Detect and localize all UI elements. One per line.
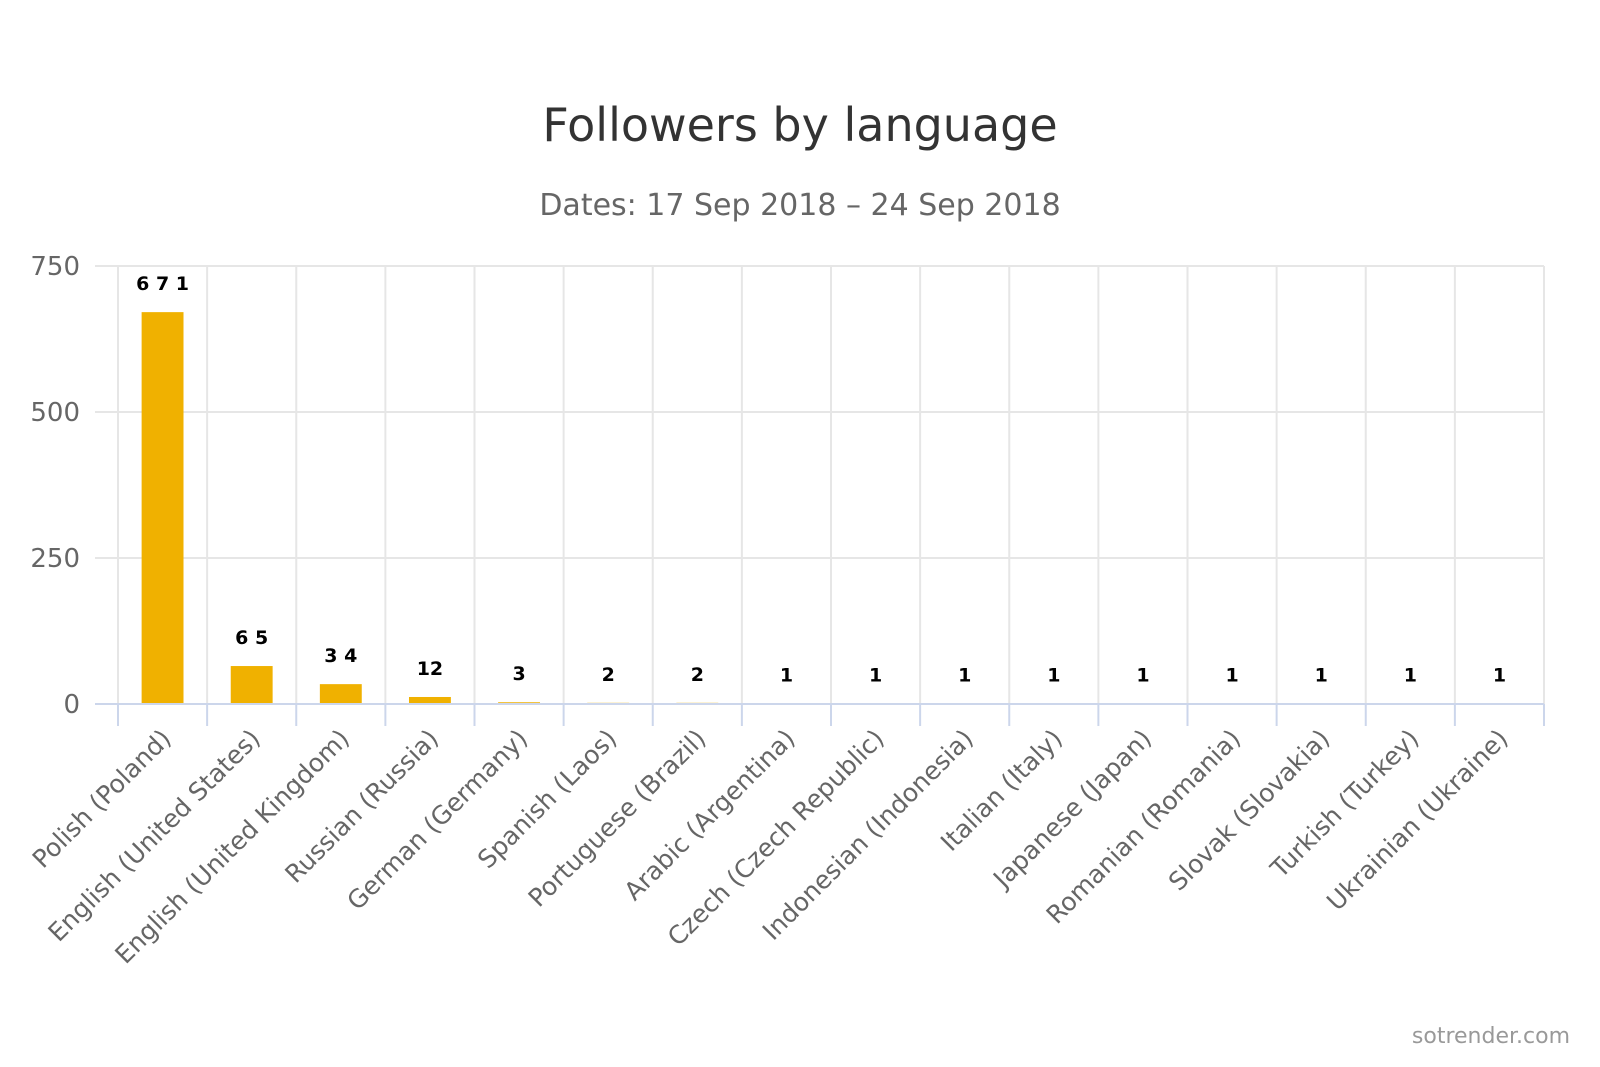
x-tick-label: Turkish (Turkey) bbox=[1264, 724, 1424, 884]
x-tick-label: Portuguese (Brazil) bbox=[523, 724, 712, 913]
data-label: 1 bbox=[1136, 664, 1149, 686]
data-label: 1 bbox=[958, 664, 971, 686]
x-tick-label: Japanese (Japan) bbox=[986, 724, 1157, 895]
data-label: 1 bbox=[1493, 664, 1506, 686]
chart-subtitle: Dates: 17 Sep 2018 – 24 Sep 2018 bbox=[539, 188, 1061, 223]
gridlines bbox=[95, 265, 1545, 704]
data-label: 12 bbox=[417, 658, 443, 680]
data-label: 1 bbox=[1225, 664, 1238, 686]
data-label: 2 bbox=[602, 664, 615, 686]
y-tick-label: 250 bbox=[30, 544, 80, 574]
bar bbox=[408, 696, 451, 704]
credit-text: sotrender.com bbox=[1411, 1024, 1570, 1049]
data-label: 3 4 bbox=[324, 645, 357, 667]
data-label: 6 5 bbox=[235, 627, 268, 649]
data-label: 6 7 1 bbox=[136, 273, 189, 295]
data-label: 1 bbox=[1047, 664, 1060, 686]
chart-title: Followers by language bbox=[542, 98, 1058, 152]
x-tick-label: Russian (Russia) bbox=[279, 724, 444, 889]
x-tick-label: Ukrainian (Ukraine) bbox=[1321, 724, 1514, 917]
x-tick-label: German (Germany) bbox=[341, 724, 533, 916]
data-label: 1 bbox=[869, 664, 882, 686]
y-tick-label: 500 bbox=[30, 398, 80, 428]
data-label: 1 bbox=[1315, 664, 1328, 686]
y-tick-label: 0 bbox=[63, 690, 80, 720]
bar bbox=[319, 684, 362, 704]
bar bbox=[141, 312, 184, 704]
data-label: 1 bbox=[780, 664, 793, 686]
x-tick-label: Arabic (Argentina) bbox=[618, 724, 800, 906]
data-label: 3 bbox=[512, 663, 525, 685]
bar bbox=[230, 666, 273, 704]
axes bbox=[95, 703, 1545, 726]
y-tick-label: 750 bbox=[30, 252, 80, 282]
bars bbox=[141, 312, 1521, 704]
data-label: 2 bbox=[691, 664, 704, 686]
data-label: 1 bbox=[1404, 664, 1417, 686]
x-tick-label: Slovak (Slovakia) bbox=[1163, 724, 1336, 897]
